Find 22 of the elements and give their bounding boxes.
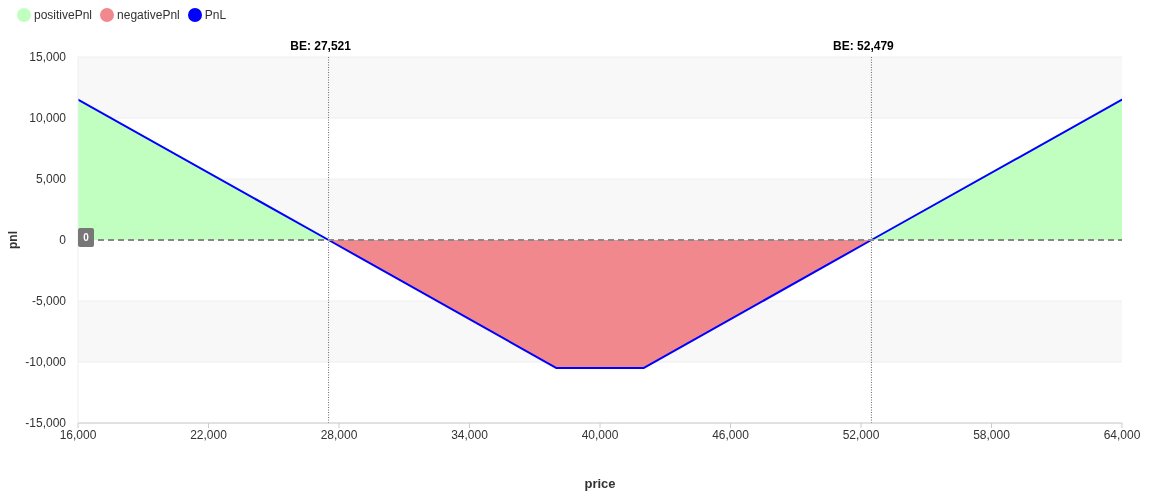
x-tick-label: 46,000 [712, 427, 750, 442]
ref-line-label: BE: 27,521 [290, 39, 352, 53]
y-tick-label: 15,000 [29, 50, 67, 65]
y-tick-label: 10,000 [29, 111, 67, 126]
ref-line-label: BE: 52,479 [833, 39, 895, 53]
ref-line-label: 0 [83, 232, 90, 243]
legend-label: negativePnl [117, 8, 180, 22]
y-tick-label: 5,000 [35, 172, 67, 187]
x-tick-label: 58,000 [973, 427, 1011, 442]
x-tick-label: 34,000 [451, 427, 489, 442]
legend-label: positivePnl [34, 8, 93, 22]
x-tick-label: 64,000 [1103, 427, 1141, 442]
x-tick-label: 52,000 [842, 427, 880, 442]
legend-label: PnL [204, 8, 227, 22]
y-tick-label: -10,000 [25, 355, 67, 370]
x-axis-title: price [584, 476, 616, 491]
x-tick-label: 40,000 [581, 427, 619, 442]
y-tick-label: 0 [59, 233, 67, 248]
y-tick-label: -5,000 [31, 294, 67, 309]
y-axis-title: pnl [6, 231, 21, 249]
x-tick-label: 22,000 [190, 427, 228, 442]
x-tick-label: 28,000 [320, 427, 358, 442]
